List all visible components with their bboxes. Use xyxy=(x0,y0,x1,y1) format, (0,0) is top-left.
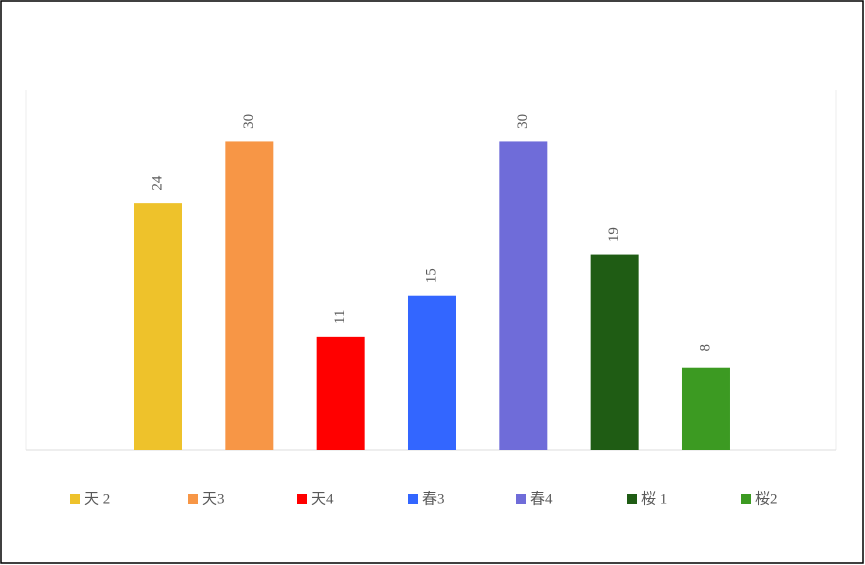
legend-label: 春4 xyxy=(530,490,553,507)
legend-label: 天4 xyxy=(311,491,334,507)
legend-label: 春3 xyxy=(422,490,445,507)
legend-label: 桜2 xyxy=(755,490,778,507)
legend-swatch xyxy=(188,494,198,504)
bar xyxy=(316,336,365,450)
data-label: 15 xyxy=(423,268,439,283)
legend-swatch xyxy=(70,494,80,504)
data-label: 11 xyxy=(332,310,348,324)
legend-label: 天 2 xyxy=(84,491,110,507)
bar xyxy=(225,141,274,450)
legend-swatch xyxy=(516,494,526,504)
legend-label: 天3 xyxy=(202,491,225,507)
legend-swatch xyxy=(408,494,418,504)
bar xyxy=(590,254,639,450)
bar xyxy=(681,367,730,450)
data-label: 8 xyxy=(697,344,713,352)
data-label: 30 xyxy=(515,114,531,129)
legend-swatch xyxy=(741,494,751,504)
bar xyxy=(407,295,456,450)
data-label: 24 xyxy=(149,175,165,191)
legend-swatch xyxy=(627,494,637,504)
bar xyxy=(499,141,548,450)
legend-label: 桜 1 xyxy=(641,490,667,507)
data-label: 30 xyxy=(241,114,257,129)
legend-swatch xyxy=(297,494,307,504)
bar xyxy=(134,203,182,450)
data-label: 19 xyxy=(606,227,622,242)
